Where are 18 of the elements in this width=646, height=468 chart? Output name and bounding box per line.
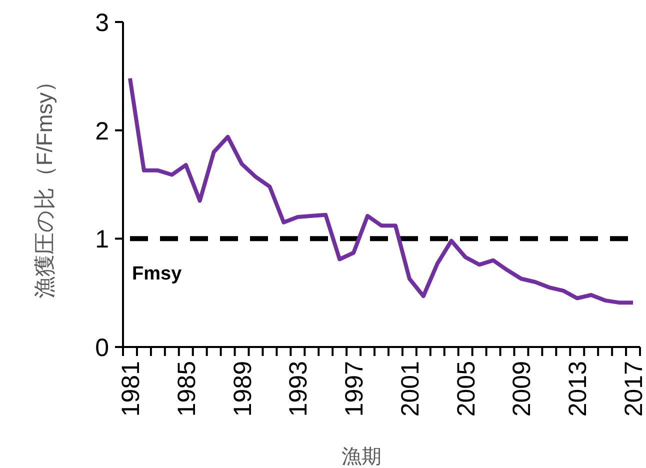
line-series [128,76,636,305]
x-tick-label: 2013 [564,361,592,417]
x-tick-label: 2017 [620,361,646,417]
x-tick-label: 1993 [284,361,313,417]
y-tick-label: 2 [95,117,109,146]
x-tick-label: 2009 [508,361,536,417]
x-tick-label: 1989 [228,361,257,417]
x-tick-label: 1985 [172,361,201,417]
x-axis-title: 漁期 [342,446,382,468]
ref-line-label: Fmsy [132,264,182,285]
x-tick-label: 2005 [452,361,480,417]
y-tick-label: 1 [95,226,109,254]
x-tick-label: 1997 [340,361,369,417]
x-tick-label: 1981 [116,361,145,417]
x-tick-label: 2001 [396,361,424,417]
y-axis-title: 漁獲圧の比（F/Fmsy） [32,70,57,299]
y-tick-label: 3 [95,9,109,37]
y-tick-label: 0 [95,334,109,362]
